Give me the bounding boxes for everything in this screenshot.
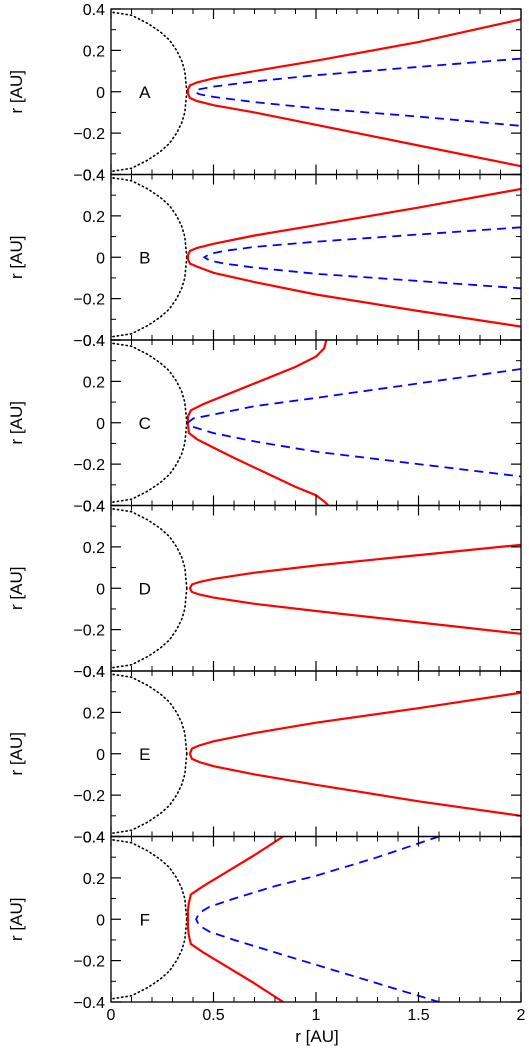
panel-label: C bbox=[139, 414, 151, 433]
panel-F: −0.4 −0.2 0 0.2 0.4 r [AU] F 0 0.5 1 1.5 2 bbox=[7, 830, 526, 1025]
series-dotted-1 bbox=[111, 421, 188, 504]
y-tick-label: −0.2 bbox=[73, 457, 105, 474]
y-tick-label: 0 bbox=[96, 416, 105, 433]
y-tick-label: 0.2 bbox=[83, 871, 105, 888]
series-solid-2 bbox=[186, 18, 521, 168]
y-tick-label: −0.4 bbox=[73, 499, 105, 516]
y-tick-label: −0.4 bbox=[73, 664, 105, 681]
y-tick-label: 0 bbox=[96, 747, 105, 764]
y-tick-label: 0.2 bbox=[83, 374, 105, 391]
series-dotted-0 bbox=[111, 342, 188, 424]
y-tick-label: −0.4 bbox=[73, 830, 105, 847]
x-tick-label: 0 bbox=[107, 1007, 116, 1024]
y-tick-label: −0.4 bbox=[73, 995, 105, 1012]
panel-label: A bbox=[139, 83, 151, 102]
y-tick-label: 0.4 bbox=[83, 664, 105, 681]
series-solid-3 bbox=[186, 422, 330, 506]
series-solid-2 bbox=[186, 836, 284, 1002]
y-tick-label: 0.2 bbox=[83, 43, 105, 60]
y-tick-label: −0.2 bbox=[73, 788, 105, 805]
series-dotted-0 bbox=[111, 673, 188, 755]
y-tick-label: 0.4 bbox=[83, 499, 105, 516]
x-axis-label: r [AU] bbox=[295, 1027, 338, 1046]
panel-label: D bbox=[139, 579, 151, 598]
y-tick-label: −0.4 bbox=[73, 168, 105, 185]
series-dotted-1 bbox=[111, 918, 188, 1000]
y-tick-label: 0 bbox=[96, 912, 105, 929]
series-dotted-0 bbox=[111, 838, 188, 921]
y-tick-label: −0.2 bbox=[73, 623, 105, 640]
series-dotted-0 bbox=[111, 176, 188, 259]
y-tick-label: 0.4 bbox=[83, 2, 105, 19]
y-tick-label: −0.4 bbox=[73, 333, 105, 350]
panel-frame bbox=[110, 670, 522, 838]
panel-A: −0.4 −0.2 0 0.2 0.4 r [AU] A bbox=[7, 2, 522, 185]
x-tick-label: 1.5 bbox=[407, 1007, 429, 1024]
panel-E: −0.4 −0.2 0 0.2 0.4 r [AU] E bbox=[7, 664, 522, 847]
y-tick-label: 0.2 bbox=[83, 209, 105, 226]
series-dashed-4 bbox=[186, 368, 521, 478]
series-solid-2 bbox=[188, 543, 521, 635]
y-axis-label: r [AU] bbox=[7, 567, 26, 610]
panel-label: E bbox=[139, 745, 150, 764]
series-dotted-1 bbox=[111, 752, 188, 835]
y-tick-label: 0.4 bbox=[83, 333, 105, 350]
x-tick-label: 1 bbox=[312, 1007, 321, 1024]
panels-group: −0.4 −0.2 0 0.2 0.4 r [AU] A −0.4 −0.2 0 0.2 0.4 r [… bbox=[7, 2, 526, 1024]
series-dashed-3 bbox=[195, 836, 440, 1002]
series-dashed-3 bbox=[193, 57, 521, 127]
y-tick-label: 0.4 bbox=[83, 168, 105, 185]
panel-D: −0.4 −0.2 0 0.2 0.4 r [AU] D bbox=[7, 499, 522, 681]
panel-frame bbox=[110, 504, 522, 672]
y-tick-label: 0 bbox=[96, 250, 105, 267]
series-dotted-0 bbox=[111, 507, 188, 590]
y-tick-label: 0 bbox=[96, 85, 105, 102]
panel-C: −0.4 −0.2 0 0.2 0.4 r [AU] C bbox=[7, 333, 522, 516]
panel-frame bbox=[110, 835, 522, 1003]
y-tick-label: −0.2 bbox=[73, 292, 105, 309]
y-tick-label: 0 bbox=[96, 581, 105, 598]
y-tick-label: −0.2 bbox=[73, 954, 105, 971]
y-tick-label: 0.4 bbox=[83, 830, 105, 847]
series-dashed-3 bbox=[202, 226, 521, 290]
y-tick-label: 0.2 bbox=[83, 540, 105, 557]
panel-B: −0.4 −0.2 0 0.2 0.4 r [AU] B bbox=[7, 168, 522, 350]
series-solid-2 bbox=[186, 187, 521, 328]
series-solid-2 bbox=[186, 340, 328, 423]
series-solid-2 bbox=[188, 691, 521, 817]
series-dotted-1 bbox=[111, 256, 188, 338]
y-axis-label: r [AU] bbox=[7, 236, 26, 279]
y-axis-label: r [AU] bbox=[7, 898, 26, 941]
series-dotted-0 bbox=[111, 11, 188, 93]
y-tick-label: −0.2 bbox=[73, 126, 105, 143]
panel-frame bbox=[110, 339, 522, 507]
series-dotted-1 bbox=[111, 91, 188, 173]
panel-label: B bbox=[139, 248, 150, 267]
panel-label: F bbox=[140, 910, 150, 929]
y-axis-label: r [AU] bbox=[7, 70, 26, 113]
x-tick-label: 2 bbox=[517, 1007, 526, 1024]
series-dotted-1 bbox=[111, 587, 188, 669]
x-tick-label: 0.5 bbox=[202, 1007, 224, 1024]
y-tick-label: 0.2 bbox=[83, 705, 105, 722]
y-axis-label: r [AU] bbox=[7, 401, 26, 444]
y-axis-label: r [AU] bbox=[7, 732, 26, 775]
